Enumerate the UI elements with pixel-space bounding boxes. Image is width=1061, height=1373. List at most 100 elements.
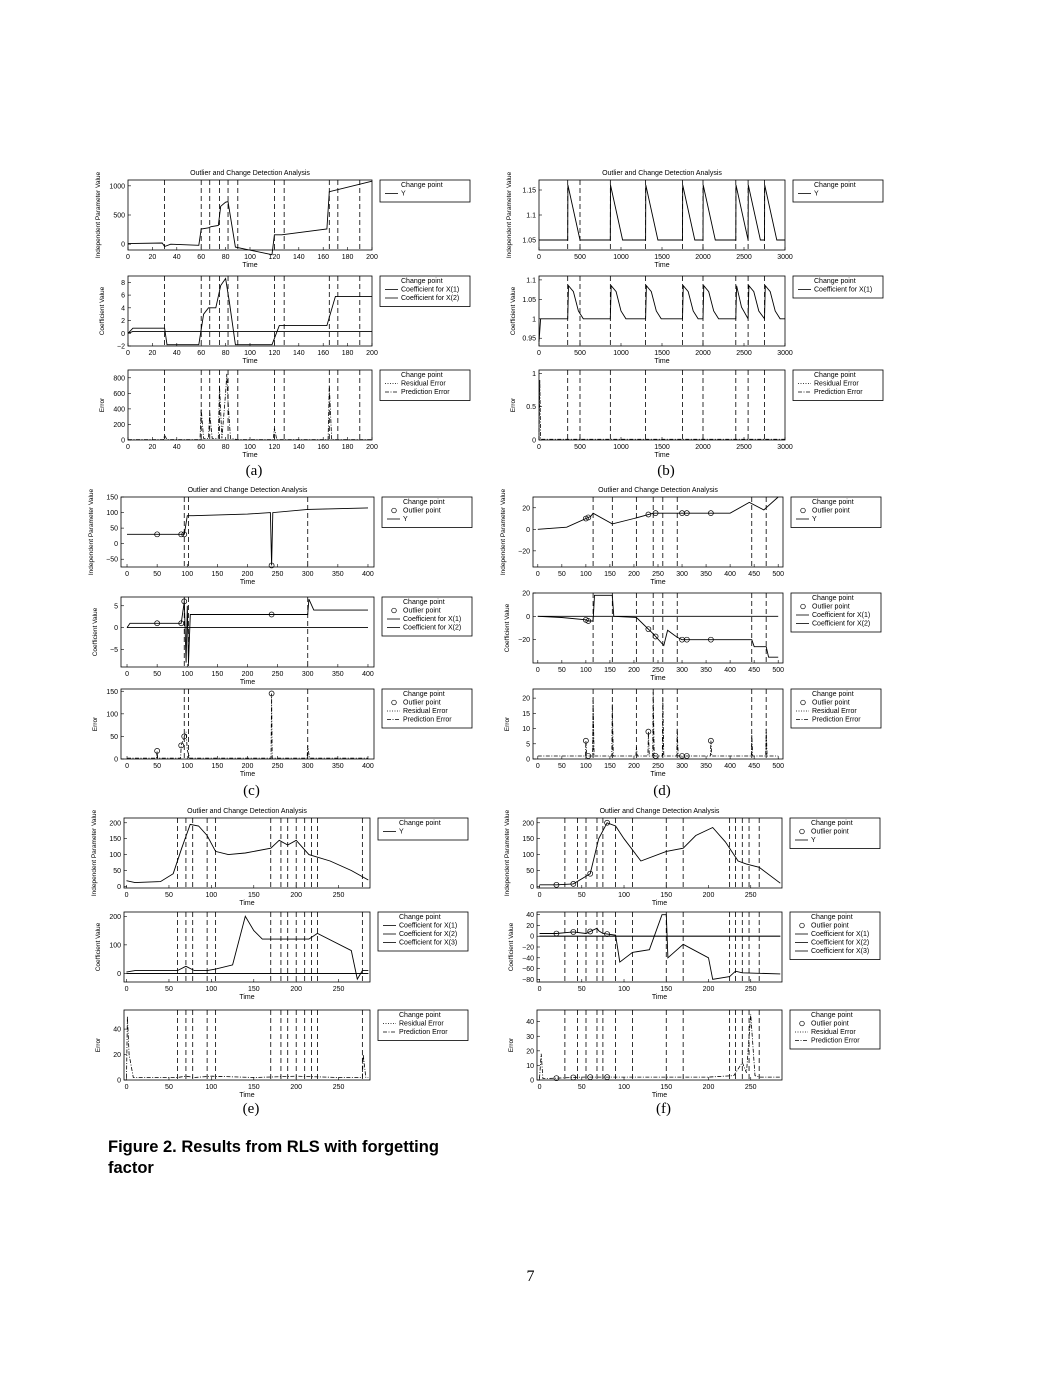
y-tick-label: −5 (110, 647, 118, 654)
x-tick-label: 100 (206, 1084, 218, 1091)
x-tick-label: 180 (342, 254, 354, 261)
outlier-marker (652, 510, 659, 517)
legend-entry: Outlier point (811, 1021, 849, 1028)
x-tick-label: 350 (700, 667, 712, 674)
figure-caption: Figure 2. Results from RLS with forgetti… (108, 1138, 439, 1177)
y-tick-label: 20 (526, 923, 534, 930)
outlier-marker (181, 733, 188, 740)
y-axis-label: Independent Parameter Value (500, 488, 507, 575)
x-axis-label: Time (239, 900, 254, 907)
x-tick-label: 2000 (695, 350, 711, 357)
outlier-marker (652, 753, 659, 759)
x-tick-label: 160 (317, 350, 329, 357)
legend-box (379, 369, 471, 401)
x-tick-label: 500 (574, 350, 586, 357)
y-tick-label: 40 (526, 1019, 534, 1026)
y-tick-label: 2 (121, 318, 125, 325)
y-axis-label: Error (99, 397, 106, 412)
x-tick-label: 50 (153, 571, 161, 578)
x-tick-label: 200 (242, 571, 254, 578)
legend-box (381, 688, 473, 729)
y-tick-label: 200 (109, 820, 121, 827)
x-tick-label: 450 (748, 571, 760, 578)
legend-box (790, 592, 882, 633)
x-axis-label: Time (242, 358, 257, 365)
x-tick-label: 400 (362, 671, 374, 678)
x-tick-label: 150 (248, 892, 260, 899)
x-tick-label: 150 (248, 1084, 260, 1091)
x-tick-label: 200 (703, 892, 715, 899)
x-axis-label: Time (650, 579, 665, 586)
outlier-marker (583, 737, 589, 744)
x-tick-label: 50 (165, 986, 173, 993)
x-tick-label: 450 (748, 667, 760, 674)
legend-outlier-symbol (800, 603, 806, 610)
x-tick-label: 50 (578, 1084, 586, 1091)
outlier-marker (178, 620, 185, 627)
y-tick-label: 50 (110, 526, 118, 533)
panel-label: (f) (656, 1101, 671, 1117)
x-tick-label: 500 (574, 254, 586, 261)
x-tick-label: 350 (332, 671, 344, 678)
axes-frame (120, 596, 375, 668)
x-axis-label: Time (652, 1092, 667, 1099)
x-tick-label: 20 (149, 444, 157, 451)
x-tick-label: 0 (538, 892, 542, 899)
y-tick-label: 0 (526, 614, 530, 621)
y-tick-label: 1.05 (522, 238, 536, 245)
x-tick-label: 50 (165, 1084, 173, 1091)
x-tick-label: 250 (272, 571, 284, 578)
outlier-marker (553, 1075, 560, 1082)
legend-entry: Outlier point (811, 829, 849, 836)
outlier-marker (181, 531, 188, 538)
series-line (126, 599, 368, 663)
outlier-marker (604, 819, 610, 826)
x-tick-label: 150 (212, 763, 224, 770)
y-tick-label: −20 (518, 548, 530, 555)
series-line (539, 914, 781, 980)
outlier-marker (683, 636, 690, 643)
subplot-1: 0 50 100 150 200 250 Time 0 50 100 150 200 Independe… (504, 809, 881, 907)
legend-entry: Change point (403, 499, 445, 506)
axes-frame (532, 688, 784, 760)
x-tick-label: 450 (748, 763, 760, 770)
legend-entry: Coefficient for X(1) (399, 923, 457, 930)
legend-box (792, 275, 884, 299)
panel-d: Outlier and Change Detection Analysis (d)… (500, 487, 882, 799)
chart-title: Outlier and Change Detection Analysis (187, 808, 307, 815)
x-tick-label: 50 (165, 892, 173, 899)
legend-entry: Change point (811, 820, 853, 827)
outlier-marker (268, 562, 275, 569)
y-tick-label: 200 (113, 422, 125, 429)
x-tick-label: 200 (290, 892, 302, 899)
y-tick-label: −50 (106, 557, 118, 564)
x-tick-label: 140 (293, 444, 305, 451)
y-tick-label: 800 (113, 375, 125, 382)
legend-entry: Change point (811, 914, 853, 921)
x-tick-label: 80 (222, 350, 230, 357)
outlier-marker (604, 931, 610, 937)
y-axis-label: Error (508, 1037, 515, 1052)
x-axis-label: Time (654, 358, 669, 365)
x-tick-label: 250 (652, 763, 664, 770)
legend-entry: Y (812, 516, 817, 523)
legend-outlier-symbol (799, 1020, 805, 1027)
y-tick-label: 150 (106, 495, 118, 502)
y-axis-label: Independent Parameter Value (504, 809, 511, 896)
legend-entry: Change point (399, 1012, 441, 1019)
legend-entry: Change point (814, 182, 856, 189)
x-tick-label: 0 (125, 763, 129, 770)
series-line (537, 594, 779, 658)
x-tick-label: 250 (745, 892, 757, 899)
legend-entry: Coefficient for X(2) (401, 295, 459, 302)
legend-entry: Y (814, 191, 819, 198)
x-tick-label: 1000 (613, 444, 629, 451)
legend-entry: Change point (401, 182, 443, 189)
x-tick-label: 100 (580, 667, 592, 674)
y-tick-label: 100 (106, 711, 118, 718)
x-tick-label: 350 (332, 571, 344, 578)
